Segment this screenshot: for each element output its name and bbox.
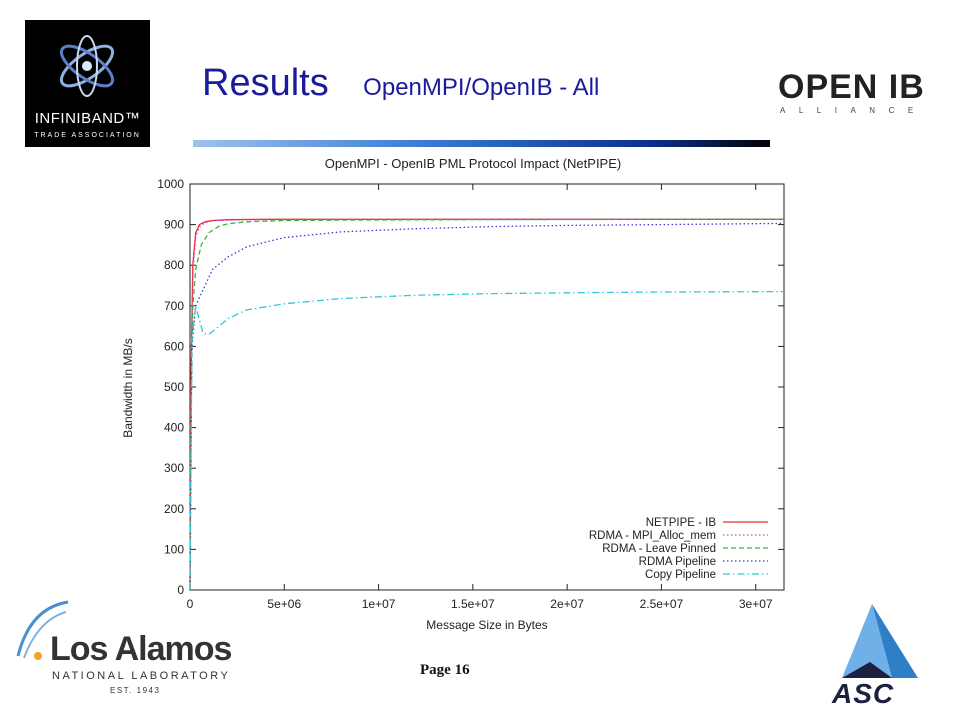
series-line-5 <box>189 290 785 591</box>
y-tick-label: 400 <box>164 421 184 435</box>
infiniband-subtitle: TRADE ASSOCIATION <box>34 132 141 139</box>
y-tick-label: 300 <box>164 461 184 475</box>
asc-peak-icon <box>842 604 918 678</box>
openib-logo: OPEN IB ALLIANCE <box>778 48 928 118</box>
slide-title-main: Results <box>202 62 329 104</box>
y-tick-label: 1000 <box>157 177 184 191</box>
x-tick-label: 5e+06 <box>267 597 301 611</box>
lanl-established: EST. 1943 <box>110 686 161 695</box>
chart-title: OpenMPI - OpenIB PML Protocol Impact (Ne… <box>325 156 621 171</box>
lanl-swoosh-icon <box>16 600 69 660</box>
asc-wordmark: ASC <box>832 678 895 709</box>
asc-logo: ASC <box>822 600 934 712</box>
slide-title-sub: OpenMPI/OpenIB - All <box>363 74 600 101</box>
y-tick-label: 200 <box>164 502 184 516</box>
x-tick-label: 3e+07 <box>739 597 773 611</box>
series-line-3 <box>189 218 784 591</box>
lanl-logo: Los Alamos NATIONAL LABORATORY EST. 1943 <box>10 598 232 698</box>
x-tick-label: 2.5e+07 <box>640 597 684 611</box>
chart-svg: OpenMPI - OpenIB PML Protocol Impact (Ne… <box>121 156 785 632</box>
y-tick-label: 0 <box>177 583 184 597</box>
series-line-2 <box>189 218 784 591</box>
x-tick-label: 1.5e+07 <box>451 597 495 611</box>
y-tick-label: 800 <box>164 258 184 272</box>
lanl-subtitle: NATIONAL LABORATORY <box>52 670 231 682</box>
infiniband-swirl-icon <box>59 35 115 97</box>
x-axis-label: Message Size in Bytes <box>426 618 547 632</box>
legend-label-4: RDMA Pipeline <box>639 556 716 568</box>
openib-wordmark: OPEN IB <box>778 68 925 106</box>
page-number: Page 16 <box>420 662 470 678</box>
x-tick-label: 0 <box>187 597 194 611</box>
y-axis-label: Bandwidth in MB/s <box>121 338 135 437</box>
infiniband-logo: INFINIBAND™ TRADE ASSOCIATION <box>25 20 150 147</box>
x-tick-label: 2e+07 <box>550 597 584 611</box>
y-tick-label: 100 <box>164 542 184 556</box>
axis-ticks: 0 100 200 300 400 500 600 700 800 900 1000 0 5e+06 1e… <box>157 177 784 611</box>
y-tick-label: 500 <box>164 380 184 394</box>
legend-label-3: RDMA - Leave Pinned <box>602 543 716 555</box>
data-series <box>189 218 785 591</box>
openib-alliance: ALLIANCE <box>780 106 927 115</box>
legend-label-2: RDMA - MPI_Alloc_mem <box>589 530 716 542</box>
x-tick-label: 1e+07 <box>362 597 396 611</box>
chart: OpenMPI - OpenIB PML Protocol Impact (Ne… <box>118 150 798 640</box>
y-tick-label: 900 <box>164 218 184 232</box>
slide-title: Results OpenMPI/OpenIB - All <box>202 62 599 105</box>
title-underline <box>193 140 770 147</box>
y-tick-label: 700 <box>164 299 184 313</box>
series-line-4 <box>189 222 785 591</box>
legend-label-5: Copy Pipeline <box>645 569 716 581</box>
lanl-name: Los Alamos <box>50 630 232 668</box>
legend-label-1: NETPIPE - IB <box>646 517 717 529</box>
y-tick-label: 600 <box>164 339 184 353</box>
infiniband-name: INFINIBAND™ <box>34 110 141 127</box>
